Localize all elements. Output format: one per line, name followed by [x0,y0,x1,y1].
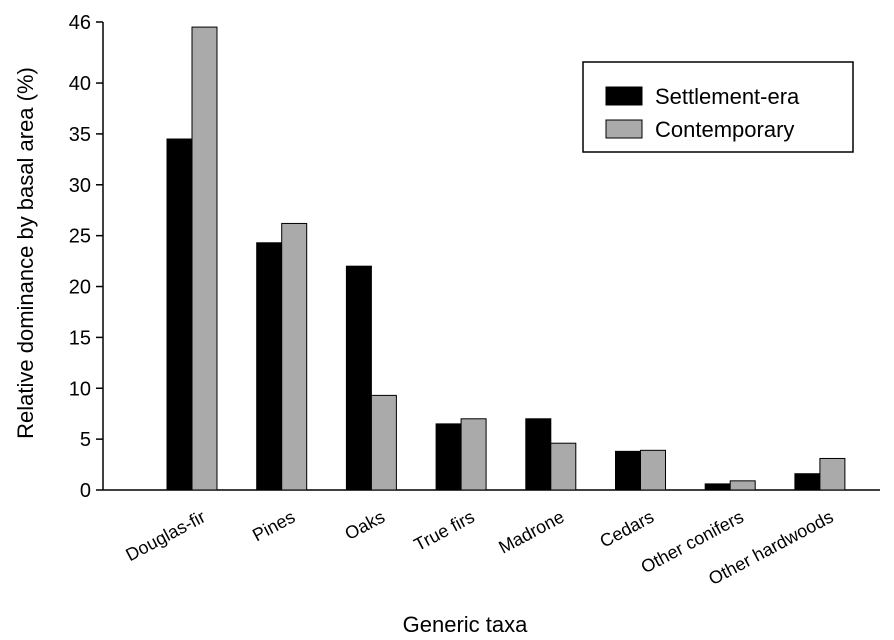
bar-settlement-era-cedars [615,450,641,491]
category-labels: Douglas-fir Pines Oaks True firs Madrone Ceda… [122,507,836,589]
y-tick-label: 15 [69,327,91,349]
category-label: True firs [411,507,478,555]
bar-contemporary-other-conifers [729,480,756,491]
legend-swatch-settlement-era [605,86,643,106]
bar-settlement-era-other-hardwoods [794,473,821,491]
y-tick-label: 40 [69,73,91,95]
y-axis-title: Relative dominance by basal area (%) [13,67,38,439]
bar-contemporary-douglas-fir [191,26,218,491]
legend-label-settlement-era: Settlement-era [655,84,800,109]
bar-settlement-era-madrone [525,418,552,491]
y-axis: 0 5 10 15 20 25 30 35 40 46 [69,12,104,502]
bar-settlement-era-oaks [345,265,372,491]
y-tick-label: 46 [69,12,91,34]
bar-contemporary-true-firs [460,418,487,491]
category-label: Pines [249,507,298,546]
legend: Settlement-era Contemporary [582,61,854,153]
bar-contemporary-madrone [550,442,577,491]
y-tick-label: 35 [69,124,91,146]
bar-settlement-era-true-firs [435,423,462,491]
category-label: Douglas-fir [122,507,208,566]
bar-contemporary-cedars [640,449,666,491]
y-tick-label: 10 [69,378,91,400]
y-tick-label: 30 [69,175,91,197]
bar-settlement-era-pines [256,242,283,491]
y-tick-label: 0 [80,480,91,502]
legend-swatch-contemporary [605,119,643,139]
bar-settlement-era-douglas-fir [166,138,193,491]
bars [166,26,846,491]
y-tick-label: 20 [69,277,91,299]
y-tick-label: 25 [69,226,91,248]
bar-contemporary-pines [281,222,308,491]
bar-contemporary-other-hardwoods [819,457,846,491]
x-axis-title: Generic taxa [403,612,528,637]
y-tick-label: 5 [80,429,91,451]
category-label: Cedars [597,507,658,552]
category-label: Madrone [495,507,567,558]
bar-settlement-era-other-conifers [704,483,731,491]
legend-label-contemporary: Contemporary [655,117,794,142]
category-label: Oaks [342,507,388,544]
bar-contemporary-oaks [370,394,397,491]
